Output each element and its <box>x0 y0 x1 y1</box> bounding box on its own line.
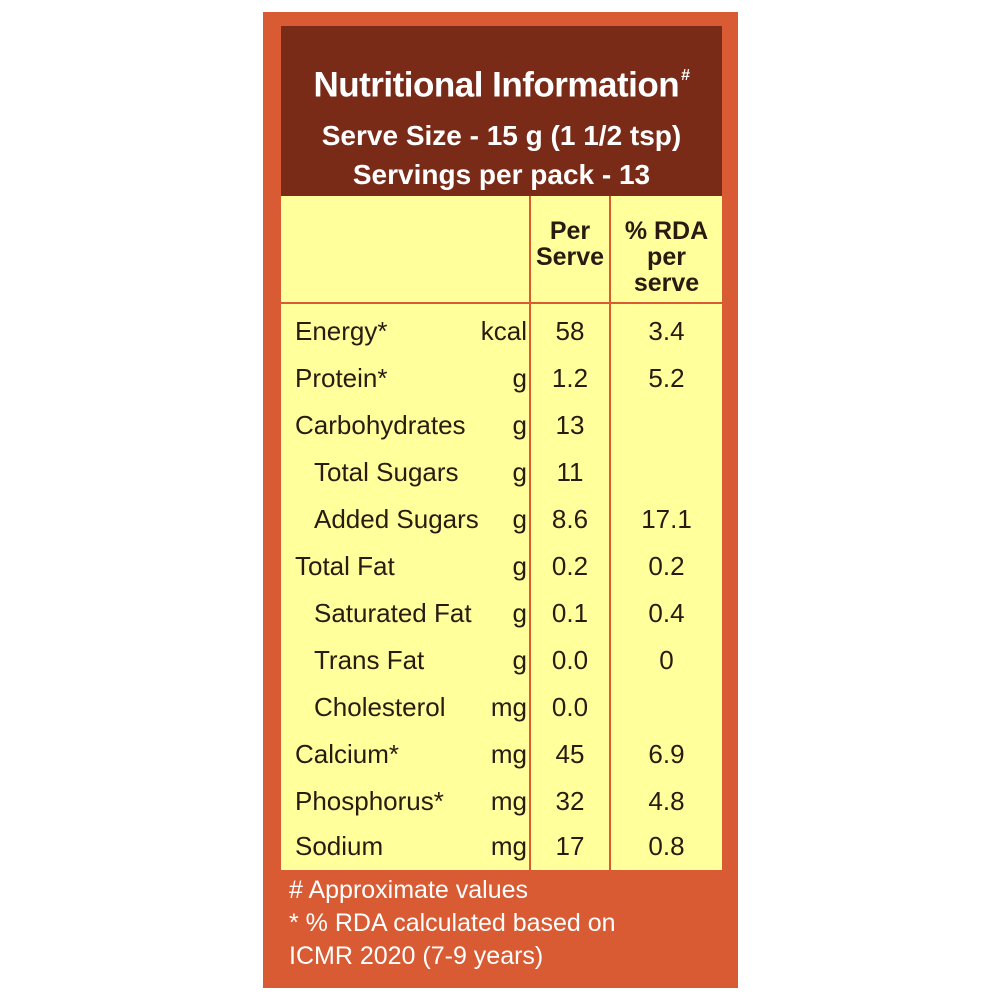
nutrient-unit: mg <box>490 786 527 816</box>
header-divider <box>281 302 722 304</box>
title-text: Nutritional Information <box>313 65 680 105</box>
nutrition-table: Per Serve % RDA per serve Energy* kcal 58 3… <box>281 196 722 870</box>
rda-value: 0 <box>659 645 674 675</box>
nutrient-unit: g <box>512 410 527 440</box>
rda-value: 5.2 <box>648 363 685 393</box>
nutrient-unit: g <box>512 598 527 628</box>
table-row: Carbohydrates g 13 <box>281 402 722 449</box>
table-row: Calcium* mg 45 6.9 <box>281 731 722 778</box>
footnote-approximate: # Approximate values <box>289 876 529 904</box>
serve-size: Serve Size - 15 g (1 1/2 tsp) <box>321 120 682 151</box>
table-row: Sodium mg 17 0.8 <box>281 823 722 870</box>
per-serve-value: 17 <box>555 831 585 861</box>
nutrient-name: Saturated Fat <box>314 598 472 628</box>
table-row: Cholesterol mg 0.0 <box>281 684 722 731</box>
rda-value: 4.8 <box>648 786 685 816</box>
nutrient-name: Trans Fat <box>314 645 425 675</box>
footnote-icmr: ICMR 2020 (7-9 years) <box>289 942 544 970</box>
nutrient-unit: g <box>512 363 527 393</box>
rda-value: 0.2 <box>648 551 685 581</box>
footnote-rda: * % RDA calculated based on <box>289 909 616 937</box>
nutrition-label: Nutritional Information # Serve Size - 15… <box>263 12 738 988</box>
per-serve-value: 13 <box>555 410 585 440</box>
table-row: Energy* kcal 58 3.4 <box>281 308 722 355</box>
per-serve-value: 0.0 <box>551 692 589 722</box>
rda-value: 17.1 <box>641 504 692 534</box>
per-serve-value: 8.6 <box>551 504 589 534</box>
per-serve-value: 11 <box>556 457 584 487</box>
nutrient-name: Protein* <box>295 363 388 393</box>
column-header-rda: % RDA per serve <box>611 218 722 296</box>
rda-value: 0.8 <box>648 831 685 861</box>
label-title: Nutritional Information # <box>281 60 722 106</box>
servings-per-pack: Servings per pack - 13 <box>352 159 651 190</box>
label-header: Nutritional Information # Serve Size - 15… <box>281 26 722 196</box>
nutrient-name: Total Sugars <box>314 457 459 487</box>
title-mark: # <box>681 67 690 84</box>
nutrient-unit: mg <box>490 692 527 722</box>
per-serve-value: 0.2 <box>551 551 589 581</box>
per-serve-value: 1.2 <box>551 363 589 393</box>
table-row: Phosphorus* mg 32 4.8 <box>281 778 722 825</box>
per-serve-value: 0.0 <box>551 645 589 675</box>
nutrient-name: Calcium* <box>295 739 400 769</box>
nutrient-name: Added Sugars <box>314 504 479 534</box>
nutrient-unit: g <box>512 645 527 675</box>
table-row: Total Sugars g 11 <box>281 449 722 496</box>
footnotes: # Approximate values * % RDA calculated … <box>289 874 729 973</box>
nutrient-unit: g <box>512 551 527 581</box>
nutrient-name: Sodium <box>295 831 384 861</box>
column-divider <box>609 196 611 870</box>
column-divider <box>529 196 531 870</box>
table-row: Saturated Fat g 0.1 0.4 <box>281 590 722 637</box>
nutrient-unit: kcal <box>480 316 527 346</box>
nutrient-name: Phosphorus* <box>295 786 444 816</box>
table-row: Trans Fat g 0.0 0 <box>281 637 722 684</box>
table-row: Total Fat g 0.2 0.2 <box>281 543 722 590</box>
rda-value: 0.4 <box>648 598 685 628</box>
per-serve-value: 58 <box>555 316 585 346</box>
nutrient-unit: mg <box>490 739 527 769</box>
table-row: Protein* g 1.2 5.2 <box>281 355 722 402</box>
per-serve-value: 32 <box>555 786 585 816</box>
per-serve-value: 45 <box>555 739 585 769</box>
per-serve-value: 0.1 <box>551 598 589 628</box>
nutrient-unit: g <box>512 457 527 487</box>
rda-value: 6.9 <box>648 739 685 769</box>
table-row: Added Sugars g 8.6 17.1 <box>281 496 722 543</box>
nutrient-name: Carbohydrates <box>295 410 466 440</box>
nutrient-name: Cholesterol <box>314 692 446 722</box>
nutrient-name: Total Fat <box>295 551 395 581</box>
column-header-rda-text: % RDA per serve <box>624 217 709 297</box>
nutrient-unit: mg <box>490 831 527 861</box>
column-header-per-serve-text: Per Serve <box>535 217 605 271</box>
nutrient-name: Energy* <box>295 316 388 346</box>
rda-value: 3.4 <box>648 316 685 346</box>
column-header-per-serve: Per Serve <box>531 218 609 270</box>
nutrient-unit: g <box>512 504 527 534</box>
